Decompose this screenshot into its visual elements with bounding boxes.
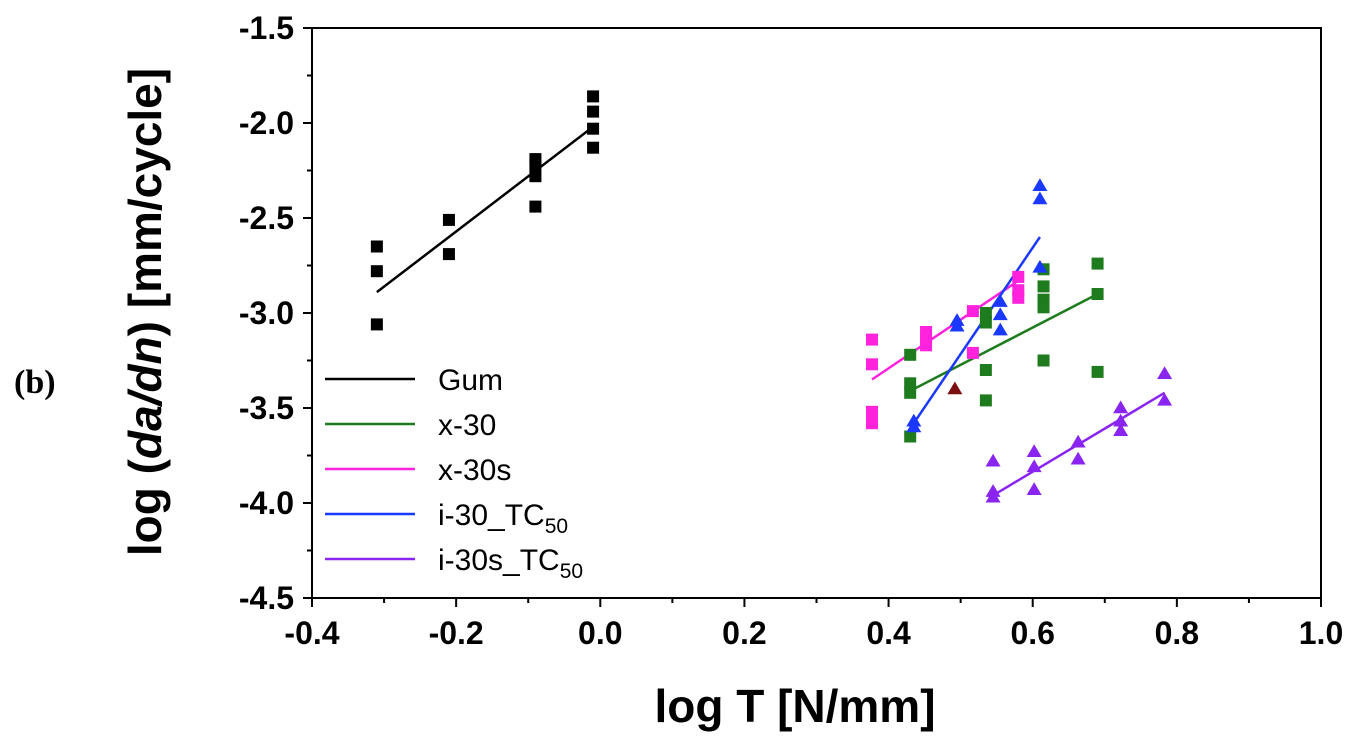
legend-label-main: x-30: [438, 409, 496, 442]
data-point-0: [442, 248, 455, 261]
data-point-4: [1113, 423, 1129, 437]
data-point-1: [904, 348, 917, 361]
data-point-1: [1037, 280, 1050, 293]
data-point-4: [1026, 444, 1042, 457]
panel-label: (b): [14, 364, 56, 401]
y-tick-label: -2.0: [239, 105, 294, 141]
data-point-3: [906, 419, 922, 433]
data-point-1: [979, 394, 992, 407]
y-axis-title-italic: da/dn: [119, 336, 171, 459]
legend-label-main: x-30s: [438, 454, 511, 487]
data-point-1: [979, 364, 992, 376]
y-axis-title: log (da/dn) [mm/cycle]: [119, 68, 171, 556]
x-tick-label: -0.2: [429, 615, 484, 651]
legend-label: x-30s: [438, 454, 511, 487]
data-points: [370, 90, 1173, 503]
y-tick-label: -4.0: [239, 485, 294, 521]
y-tick-label: -2.5: [239, 200, 294, 236]
data-point-2: [920, 339, 933, 352]
y-tick-label: -3.0: [239, 295, 294, 331]
data-point-2: [865, 417, 878, 430]
legend-label-subscript: 50: [560, 560, 583, 583]
data-point-3: [1032, 178, 1048, 191]
data-point-4: [1026, 482, 1042, 495]
data-point-0: [370, 265, 383, 278]
data-point-3: [992, 294, 1008, 307]
data-point-4: [1157, 366, 1173, 380]
x-tick-label: 0.6: [1010, 615, 1054, 651]
data-point-4: [1070, 451, 1086, 465]
data-point-2: [1012, 291, 1025, 304]
fit-lines: [376, 125, 1166, 497]
legend-label: i-30_TC50: [438, 499, 568, 538]
data-point-0: [587, 122, 600, 135]
data-point-1: [1091, 365, 1104, 378]
x-tick-label: 0.0: [578, 615, 622, 651]
fit-line-2: [871, 279, 1019, 381]
data-point-3: [992, 307, 1008, 321]
data-point-0: [587, 141, 600, 154]
y-tick-label: -3.5: [239, 390, 294, 426]
data-point-4: [985, 453, 1001, 467]
fit-line-1: [909, 292, 1099, 393]
x-tick-label: -0.4: [284, 615, 339, 651]
y-tick-label: -4.5: [239, 580, 294, 616]
data-point-0: [442, 213, 455, 226]
data-point-0: [529, 200, 542, 213]
legend-label-main: Gum: [438, 364, 503, 397]
data-point-2: [1012, 270, 1025, 283]
legend-label-subscript: 50: [545, 515, 568, 538]
legend-label-main: i-30s_TC: [438, 544, 560, 577]
data-point-2: [966, 346, 979, 359]
data-point-1: [1037, 354, 1050, 367]
data-point-4: [1113, 400, 1129, 414]
legend-label: x-30: [438, 409, 496, 442]
legend-label-main: i-30_TC: [438, 499, 545, 532]
data-point-4: [985, 489, 1001, 503]
data-point-4: [1070, 434, 1086, 448]
data-point-3: [992, 322, 1008, 336]
data-point-3: [1032, 191, 1048, 205]
legend-label: Gum: [438, 364, 503, 397]
x-tick-label: 0.4: [866, 615, 911, 651]
data-point-0: [587, 105, 600, 118]
data-point-4: [1026, 459, 1042, 473]
data-point-1: [1037, 301, 1050, 314]
axis-ticks: -0.4 -0.2 0.0 0.2 0.4 0.6 0.8 1.0 -1.5 -2.0 -2.5 -3…: [239, 10, 1343, 651]
x-axis-title: log T [N/mm]: [654, 680, 935, 732]
data-point-1: [904, 430, 917, 443]
data-point-1: [979, 307, 992, 319]
data-point-1: [1091, 288, 1104, 300]
data-point-4: [1113, 413, 1129, 427]
data-point-1: [904, 377, 917, 390]
data-point-2: [865, 358, 878, 371]
y-axis-title-suffix: ) [mm/cycle]: [119, 68, 171, 336]
data-point-3: [949, 318, 965, 332]
data-point-4: [1157, 392, 1173, 406]
data-point-0: [370, 318, 383, 331]
data-point-3: [1032, 259, 1048, 273]
y-tick-label: -1.5: [239, 10, 294, 46]
fit-line-3: [912, 236, 1041, 424]
data-point-0: [370, 240, 383, 253]
data-point-extra: [947, 381, 963, 395]
fit-line-0: [376, 125, 594, 294]
x-tick-label: 0.8: [1155, 615, 1199, 651]
data-point-0: [529, 170, 542, 183]
x-tick-label: 1.0: [1299, 615, 1343, 651]
legend-label: i-30s_TC50: [438, 544, 583, 583]
data-point-0: [587, 90, 600, 103]
data-point-1: [1091, 257, 1104, 270]
data-point-0: [529, 158, 542, 171]
data-point-2: [966, 305, 979, 318]
x-tick-label: 0.2: [722, 615, 766, 651]
y-axis-title-prefix: log (: [119, 458, 171, 556]
data-point-2: [865, 333, 878, 346]
data-point-1: [979, 316, 992, 329]
data-point-1: [904, 386, 917, 399]
